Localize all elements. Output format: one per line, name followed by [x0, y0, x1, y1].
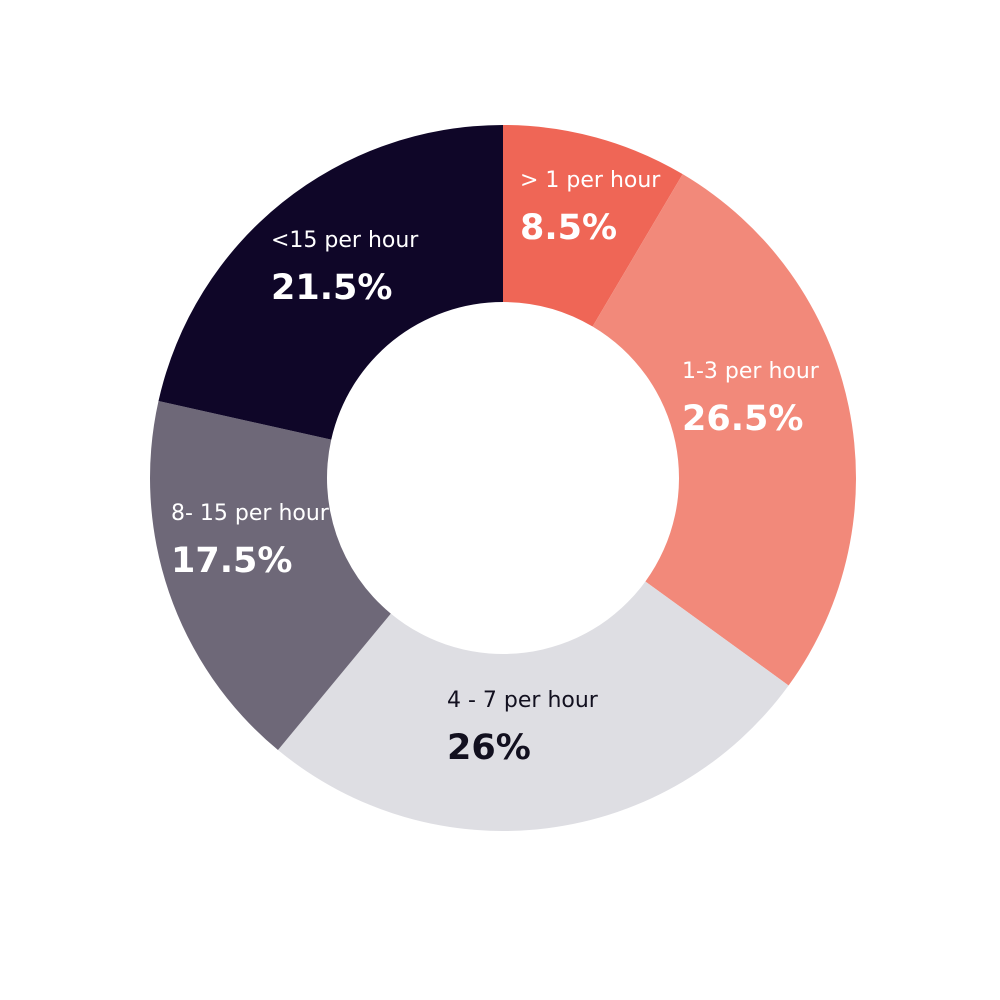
- slice-value-label: 26%: [447, 728, 531, 768]
- slice-value-label: 26.5%: [682, 399, 803, 439]
- labels-layer: > 1 per hour 8.5% 1-3 per hour 26.5% 4 - 7 p…: [171, 168, 820, 768]
- slice-label: 4 - 7 per hour: [447, 688, 599, 713]
- slice-label: <15 per hour: [271, 228, 419, 253]
- donut-slice: [503, 125, 683, 327]
- slice-label: 1-3 per hour: [682, 359, 820, 384]
- slice-value-label: 8.5%: [520, 208, 617, 248]
- donut-slice: [158, 125, 503, 440]
- slice-value-label: 17.5%: [171, 541, 292, 581]
- slice-label: 8- 15 per hour: [171, 501, 330, 526]
- donut-slice: [277, 581, 789, 831]
- slices-layer: [150, 125, 856, 831]
- donut-slice: [592, 174, 856, 686]
- slice-label: > 1 per hour: [520, 168, 661, 193]
- donut-slice: [150, 400, 391, 750]
- slice-value-label: 21.5%: [271, 268, 392, 308]
